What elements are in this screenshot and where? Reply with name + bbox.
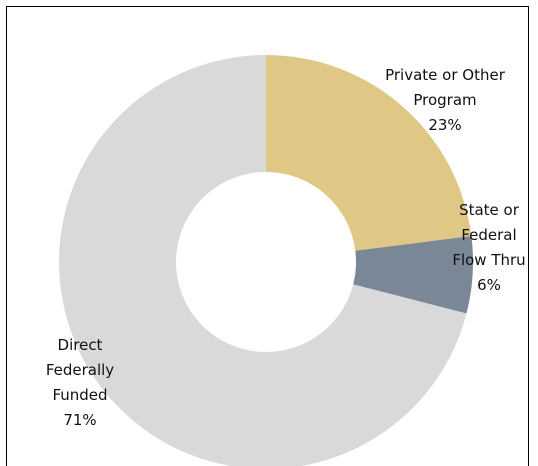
slice-label: State or Federal Flow Thru 6% [450,198,528,298]
value-label: 23% [428,116,462,134]
donut-slice [59,55,467,466]
value-label: 6% [477,276,501,294]
value-label: 71% [63,411,97,429]
donut-slice [353,236,473,314]
category-label: Private or Other Program [385,66,505,109]
donut-slice [266,55,472,251]
slice-label: Private or Other Program 23% [380,63,510,138]
slice-label: Direct Federally Funded 71% [38,333,122,433]
frame [6,6,529,466]
category-label: Direct Federally Funded [45,336,115,404]
category-label: State or Federal Flow Thru [452,201,526,269]
